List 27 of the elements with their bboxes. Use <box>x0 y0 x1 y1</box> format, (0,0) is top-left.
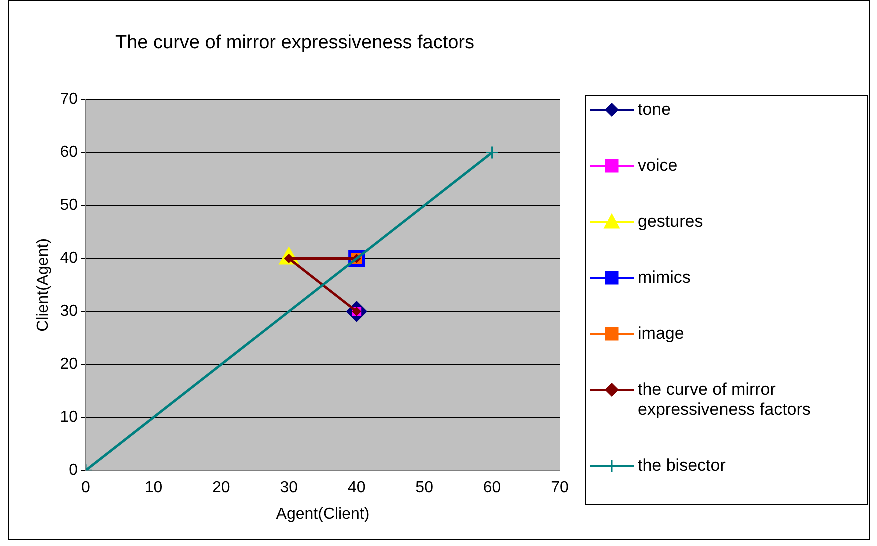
y-tick-label: 40 <box>60 250 78 268</box>
x-tick-label: 10 <box>144 480 163 497</box>
x-tick-label: 40 <box>348 480 366 497</box>
x-tick-label: 50 <box>416 480 434 497</box>
legend-label: voice <box>638 156 678 176</box>
legend-label: mimics <box>638 268 691 288</box>
x-tick-label: 30 <box>280 480 298 497</box>
legend-label: the bisector <box>638 456 726 476</box>
y-tick-label: 20 <box>60 356 78 374</box>
x-tick-label: 70 <box>551 480 569 497</box>
y-tick-label: 0 <box>69 462 78 480</box>
x-axis-title: Agent(Client) <box>276 506 370 523</box>
y-tick-label: 60 <box>60 144 78 162</box>
x-tick-label: 20 <box>212 480 230 497</box>
legend-label: image <box>638 324 684 344</box>
x-tick-label: 0 <box>82 480 91 497</box>
point <box>486 146 500 160</box>
y-tick-label: 50 <box>60 197 78 214</box>
y-tick-label: 10 <box>60 409 78 426</box>
y-tick-label: 70 <box>60 91 78 108</box>
y-axis-title: Client(Agent) <box>35 238 52 332</box>
x-tick-label: 60 <box>483 480 502 497</box>
legend-label: gestures <box>638 212 704 232</box>
legend-label: the curve of mirror expressiveness factors <box>638 380 812 420</box>
legend-label: tone <box>638 100 672 120</box>
chart-title: The curve of mirror expressiveness factors <box>115 32 475 54</box>
y-tick-label: 30 <box>60 303 78 320</box>
